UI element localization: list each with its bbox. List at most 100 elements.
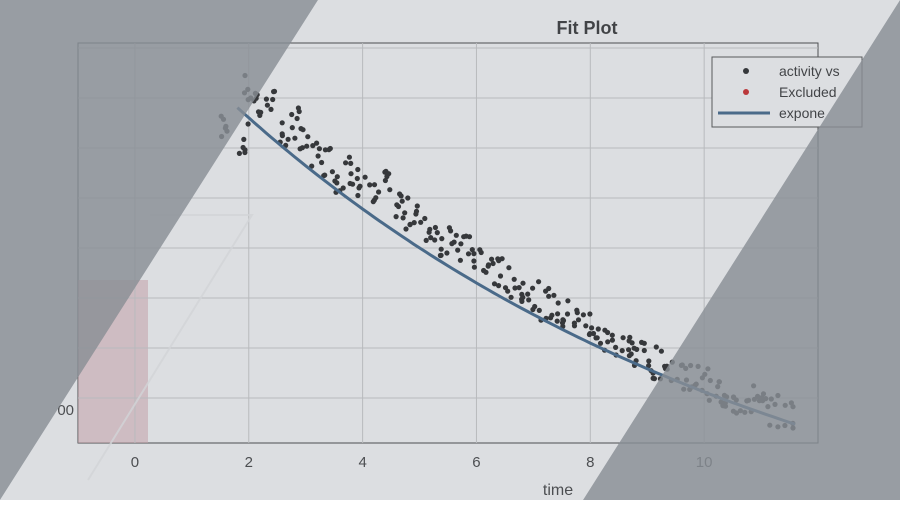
data-point — [371, 182, 378, 188]
data-point — [382, 177, 388, 184]
data-point — [496, 283, 502, 289]
data-point — [597, 340, 604, 346]
data-point — [631, 345, 637, 351]
data-point — [628, 351, 634, 357]
data-point — [439, 236, 445, 242]
data-point — [560, 317, 567, 324]
data-point — [641, 340, 647, 346]
data-point — [348, 171, 354, 177]
data-point — [571, 320, 578, 326]
data-point — [402, 210, 408, 216]
data-point — [245, 121, 251, 127]
x-tick-label-3: 6 — [472, 454, 480, 471]
data-point — [520, 280, 526, 286]
data-point — [586, 331, 593, 338]
data-point — [297, 146, 303, 152]
data-point — [457, 257, 463, 263]
data-point — [536, 307, 542, 313]
data-point — [565, 298, 571, 304]
data-point — [477, 247, 483, 253]
data-point — [519, 298, 525, 304]
data-point — [511, 276, 517, 282]
data-point — [346, 154, 352, 160]
legend-label-points: activity vs — [779, 63, 840, 79]
data-point — [595, 326, 601, 332]
data-point — [619, 348, 625, 354]
data-point — [264, 102, 270, 108]
legend-label-fit: expone — [779, 105, 825, 121]
data-point — [398, 193, 404, 199]
data-point — [285, 136, 291, 142]
x-tick-label-2: 4 — [358, 454, 366, 471]
data-point — [394, 202, 400, 208]
data-point — [471, 251, 477, 257]
legend-marker-excluded — [743, 89, 749, 95]
data-point — [589, 325, 595, 331]
data-point — [532, 303, 538, 310]
data-point — [356, 185, 362, 191]
data-point — [555, 311, 561, 317]
data-point — [376, 189, 382, 195]
data-point — [428, 235, 434, 241]
data-point — [296, 108, 302, 115]
data-point — [641, 347, 647, 354]
data-point — [555, 300, 561, 306]
data-point — [434, 230, 440, 236]
legend-label-excluded: Excluded — [779, 84, 837, 100]
data-point — [355, 166, 361, 173]
data-point — [413, 208, 420, 214]
data-point — [662, 363, 668, 369]
data-point — [257, 112, 263, 118]
data-point — [469, 247, 475, 253]
data-point — [347, 180, 353, 187]
data-point — [414, 203, 420, 209]
data-point — [241, 136, 247, 142]
data-point — [490, 260, 496, 267]
data-point — [292, 135, 298, 141]
background-outline-shape — [87, 214, 254, 481]
data-point — [310, 143, 316, 149]
data-point — [289, 111, 295, 118]
data-point — [309, 163, 315, 169]
data-point — [432, 224, 438, 231]
data-point — [463, 233, 469, 239]
data-point — [236, 150, 242, 156]
data-point — [605, 339, 611, 345]
data-point — [653, 344, 659, 350]
data-point — [340, 185, 346, 191]
data-point — [536, 279, 542, 285]
data-point — [609, 332, 615, 338]
data-point — [465, 251, 472, 257]
data-point — [314, 140, 320, 146]
data-point — [646, 358, 652, 364]
data-point — [583, 323, 589, 329]
data-point — [471, 258, 477, 264]
data-point — [383, 168, 389, 174]
data-point — [575, 317, 582, 323]
data-point — [453, 232, 459, 238]
data-point — [646, 363, 652, 369]
data-point — [554, 318, 560, 324]
chart-title: Fit Plot — [557, 18, 618, 38]
data-point — [609, 337, 616, 343]
data-point — [315, 153, 321, 159]
data-point — [289, 125, 295, 131]
legend-marker-points — [743, 68, 749, 74]
data-point — [626, 347, 632, 353]
data-point — [334, 180, 340, 186]
y-tick-label: 00 — [57, 402, 74, 419]
data-point — [512, 285, 518, 291]
data-point — [400, 215, 406, 221]
data-point — [620, 335, 626, 341]
data-point — [422, 215, 428, 222]
data-point — [526, 297, 532, 303]
data-point — [362, 174, 368, 180]
data-point — [449, 241, 455, 247]
data-point — [650, 375, 656, 381]
data-point — [444, 250, 450, 256]
data-point — [587, 311, 593, 317]
data-point — [407, 221, 413, 227]
